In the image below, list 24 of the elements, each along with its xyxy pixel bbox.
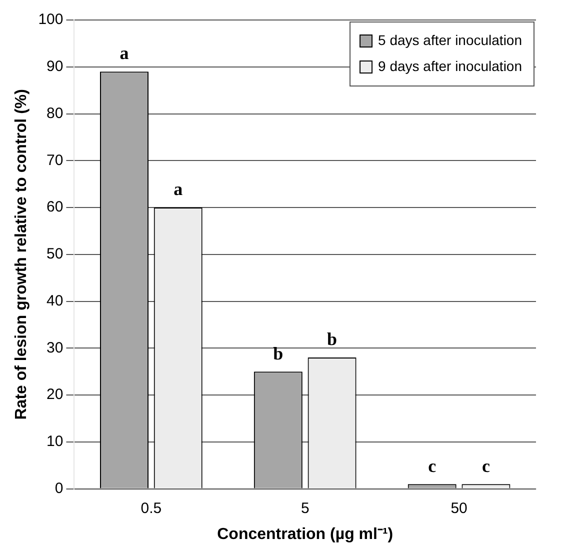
y-tick-label: 80 <box>46 104 64 122</box>
y-axis-title: Rate of lesion growth relative to control (%) <box>13 89 30 420</box>
annotation: c <box>428 456 436 476</box>
y-tick-label: 0 <box>54 480 64 497</box>
y-tick-label: 90 <box>46 58 64 76</box>
annotation: b <box>327 329 338 350</box>
annotation: a <box>174 179 183 200</box>
y-tick-label: 40 <box>46 292 64 310</box>
y-tick-label: 100 <box>38 11 64 28</box>
y-tick-label: 50 <box>46 246 64 263</box>
y-tick-label: 70 <box>46 152 64 169</box>
y-tick-label: 60 <box>46 198 64 216</box>
x-tick-label: 0.5 <box>140 500 162 517</box>
y-tick-label: 30 <box>46 339 64 356</box>
y-tick-label: 10 <box>46 433 64 450</box>
x-tick-label: 5 <box>300 500 310 517</box>
annotation: a <box>120 43 129 64</box>
y-tick-label: 20 <box>46 386 64 404</box>
x-tick-label: 50 <box>450 500 468 517</box>
legend-label: 5 days after inoculation <box>378 32 522 48</box>
x-axis-title: Concentration (µg ml⁻¹) <box>217 526 394 543</box>
annotation: c <box>482 456 490 476</box>
annotation: b <box>273 343 284 364</box>
legend-label: 9 days after inoculation <box>378 58 522 74</box>
